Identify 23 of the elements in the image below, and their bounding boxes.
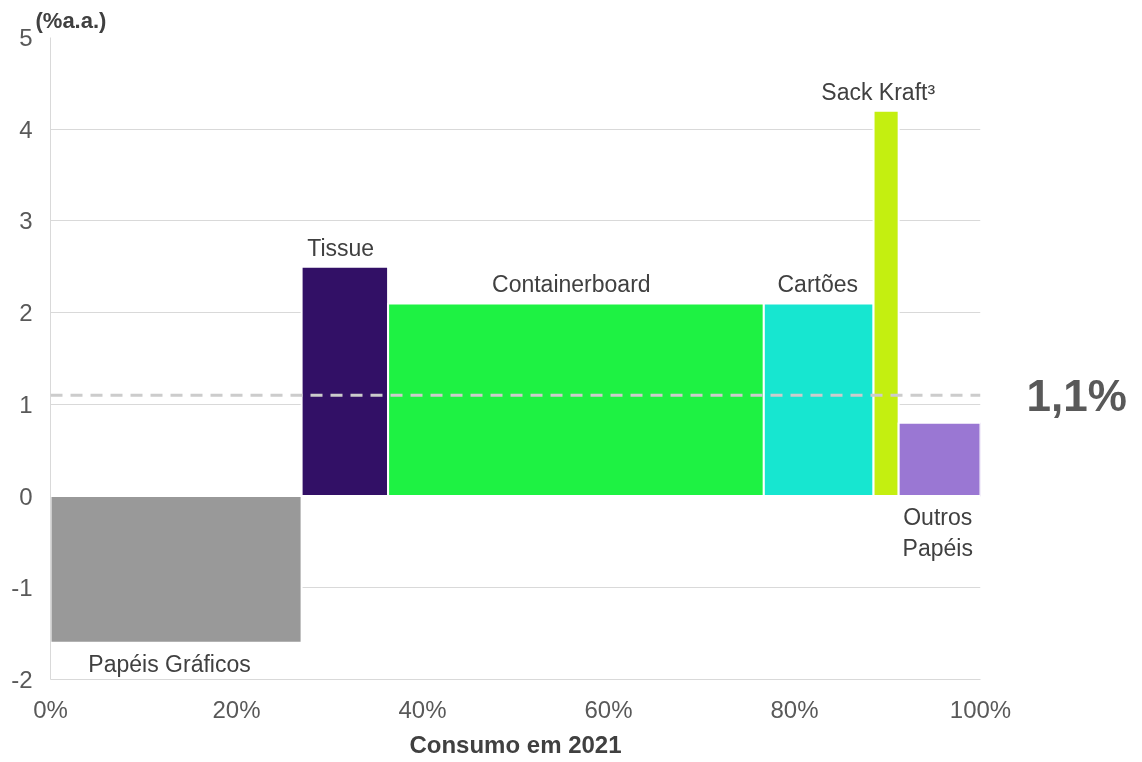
y-tick-label: 5 [19, 24, 33, 51]
annotation: Papéis Gráficos [88, 650, 251, 677]
x-tick-label: 0% [33, 695, 68, 723]
y-tick-label: 2 [19, 299, 33, 327]
x-tick-label: 100% [949, 695, 1012, 723]
x-axis-title: Consumo em 2021 [409, 730, 622, 758]
y-tick-label: 1 [19, 390, 33, 418]
y-tick-label: -2 [11, 666, 33, 693]
annotation: Outros Papéis [902, 504, 973, 562]
annotation: Sack Kraft³ [821, 78, 936, 105]
annotation: Cartões [777, 271, 859, 298]
x-tick-label: 80% [770, 695, 819, 723]
ref-line-label: 1,1% [1026, 370, 1127, 420]
y-tick-label: -1 [11, 574, 33, 602]
annotation: Containerboard [492, 271, 651, 298]
x-tick-label: 60% [584, 695, 633, 723]
x-tick-label: 40% [398, 695, 447, 723]
y-tick-label: 0 [19, 482, 33, 510]
x-tick-label: 20% [212, 695, 261, 723]
y-tick-label: 4 [19, 115, 33, 143]
y-tick-label: 3 [19, 207, 33, 235]
annotation: Tissue [307, 234, 375, 261]
y-axis-title: (%a.a.) [35, 7, 107, 33]
